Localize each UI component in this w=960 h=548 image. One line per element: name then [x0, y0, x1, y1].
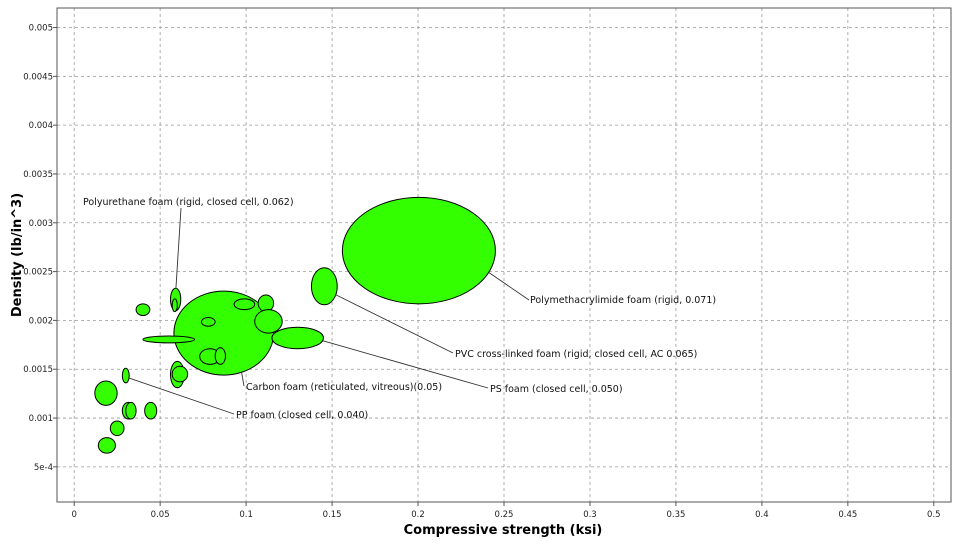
- bubble-mark: [121, 367, 130, 384]
- bubble-label: PP foam (closed cell, 0.040): [236, 410, 368, 421]
- grid: [57, 8, 951, 502]
- bubble-mark: [310, 267, 338, 306]
- x-tick-label: 0.35: [666, 510, 685, 520]
- bubble-mark: [142, 335, 196, 344]
- x-tick-label: 0: [71, 510, 76, 520]
- bubble-mark: [125, 401, 137, 420]
- x-axis-title: Compressive strength (ksi): [404, 523, 603, 538]
- bubble-mark: [254, 309, 283, 334]
- y-tick-label: 0.0045: [23, 72, 53, 82]
- bubble-mark: [109, 420, 125, 437]
- leader-line: [335, 294, 454, 354]
- bubble-mark: [233, 298, 256, 311]
- y-tick-label: 0.0015: [23, 365, 53, 375]
- bubble-mark: [271, 326, 324, 350]
- bubble-mark: [97, 437, 116, 454]
- bubble-mark: [171, 365, 189, 383]
- x-tick-label: 0.3: [583, 510, 597, 520]
- leader-line: [322, 340, 489, 389]
- bubbles: [94, 196, 496, 454]
- bubble-label: PVC cross-linked foam (rigid, closed cel…: [455, 349, 697, 360]
- y-tick-label: 5e-4: [34, 463, 53, 473]
- y-axis-title: Density (lb/in^3): [10, 193, 25, 317]
- bubble-mark: [214, 347, 226, 365]
- leader-line: [488, 272, 530, 301]
- leader-line: [128, 377, 235, 415]
- y-tick-label: 0.005: [29, 24, 53, 34]
- bubble-mark: [171, 298, 178, 313]
- bubble-mark: [135, 303, 151, 317]
- leader-line: [241, 372, 245, 387]
- x-tick-label: 0.15: [323, 510, 342, 520]
- axis-ticks: 0 0.05 0.1 0.15 0.2 0.25 0.3 0.35 0.4 0.45 0.5 5e-4…: [23, 24, 940, 520]
- leader-lines: [128, 207, 530, 415]
- y-tick-label: 0.002: [29, 316, 53, 326]
- bubble-label: PS foam (closed cell, 0.050): [490, 384, 623, 395]
- annotation-labels: Polymethacrylimide foam (rigid, 0.071) PV…: [83, 197, 716, 421]
- x-tick-label: 0.2: [411, 510, 425, 520]
- x-tick-label: 0.5: [927, 510, 941, 520]
- y-tick-label: 0.004: [29, 121, 53, 131]
- x-tick-label: 0.25: [495, 510, 514, 520]
- y-tick-label: 0.001: [29, 414, 53, 424]
- bubble-label: Polymethacrylimide foam (rigid, 0.071): [530, 295, 716, 306]
- bubble-label: Polyurethane foam (rigid, closed cell, 0…: [83, 197, 294, 208]
- y-tick-label: 0.0035: [23, 170, 53, 180]
- bubble-mark: [173, 290, 275, 376]
- bubble-mark: [200, 316, 216, 327]
- x-tick-label: 0.4: [755, 510, 769, 520]
- bubble-mark: [257, 294, 275, 313]
- x-tick-label: 0.45: [838, 510, 857, 520]
- bubble-mark: [341, 196, 496, 305]
- bubble-mark: [144, 401, 158, 420]
- y-tick-label: 0.003: [29, 219, 53, 229]
- y-tick-label: 0.0025: [23, 268, 53, 278]
- leader-line: [175, 207, 182, 289]
- x-tick-label: 0.05: [151, 510, 170, 520]
- bubble-mark: [94, 380, 118, 406]
- bubble-label: Carbon foam (reticulated, vitreous)(0.05…: [246, 382, 442, 393]
- x-tick-label: 0.1: [239, 510, 253, 520]
